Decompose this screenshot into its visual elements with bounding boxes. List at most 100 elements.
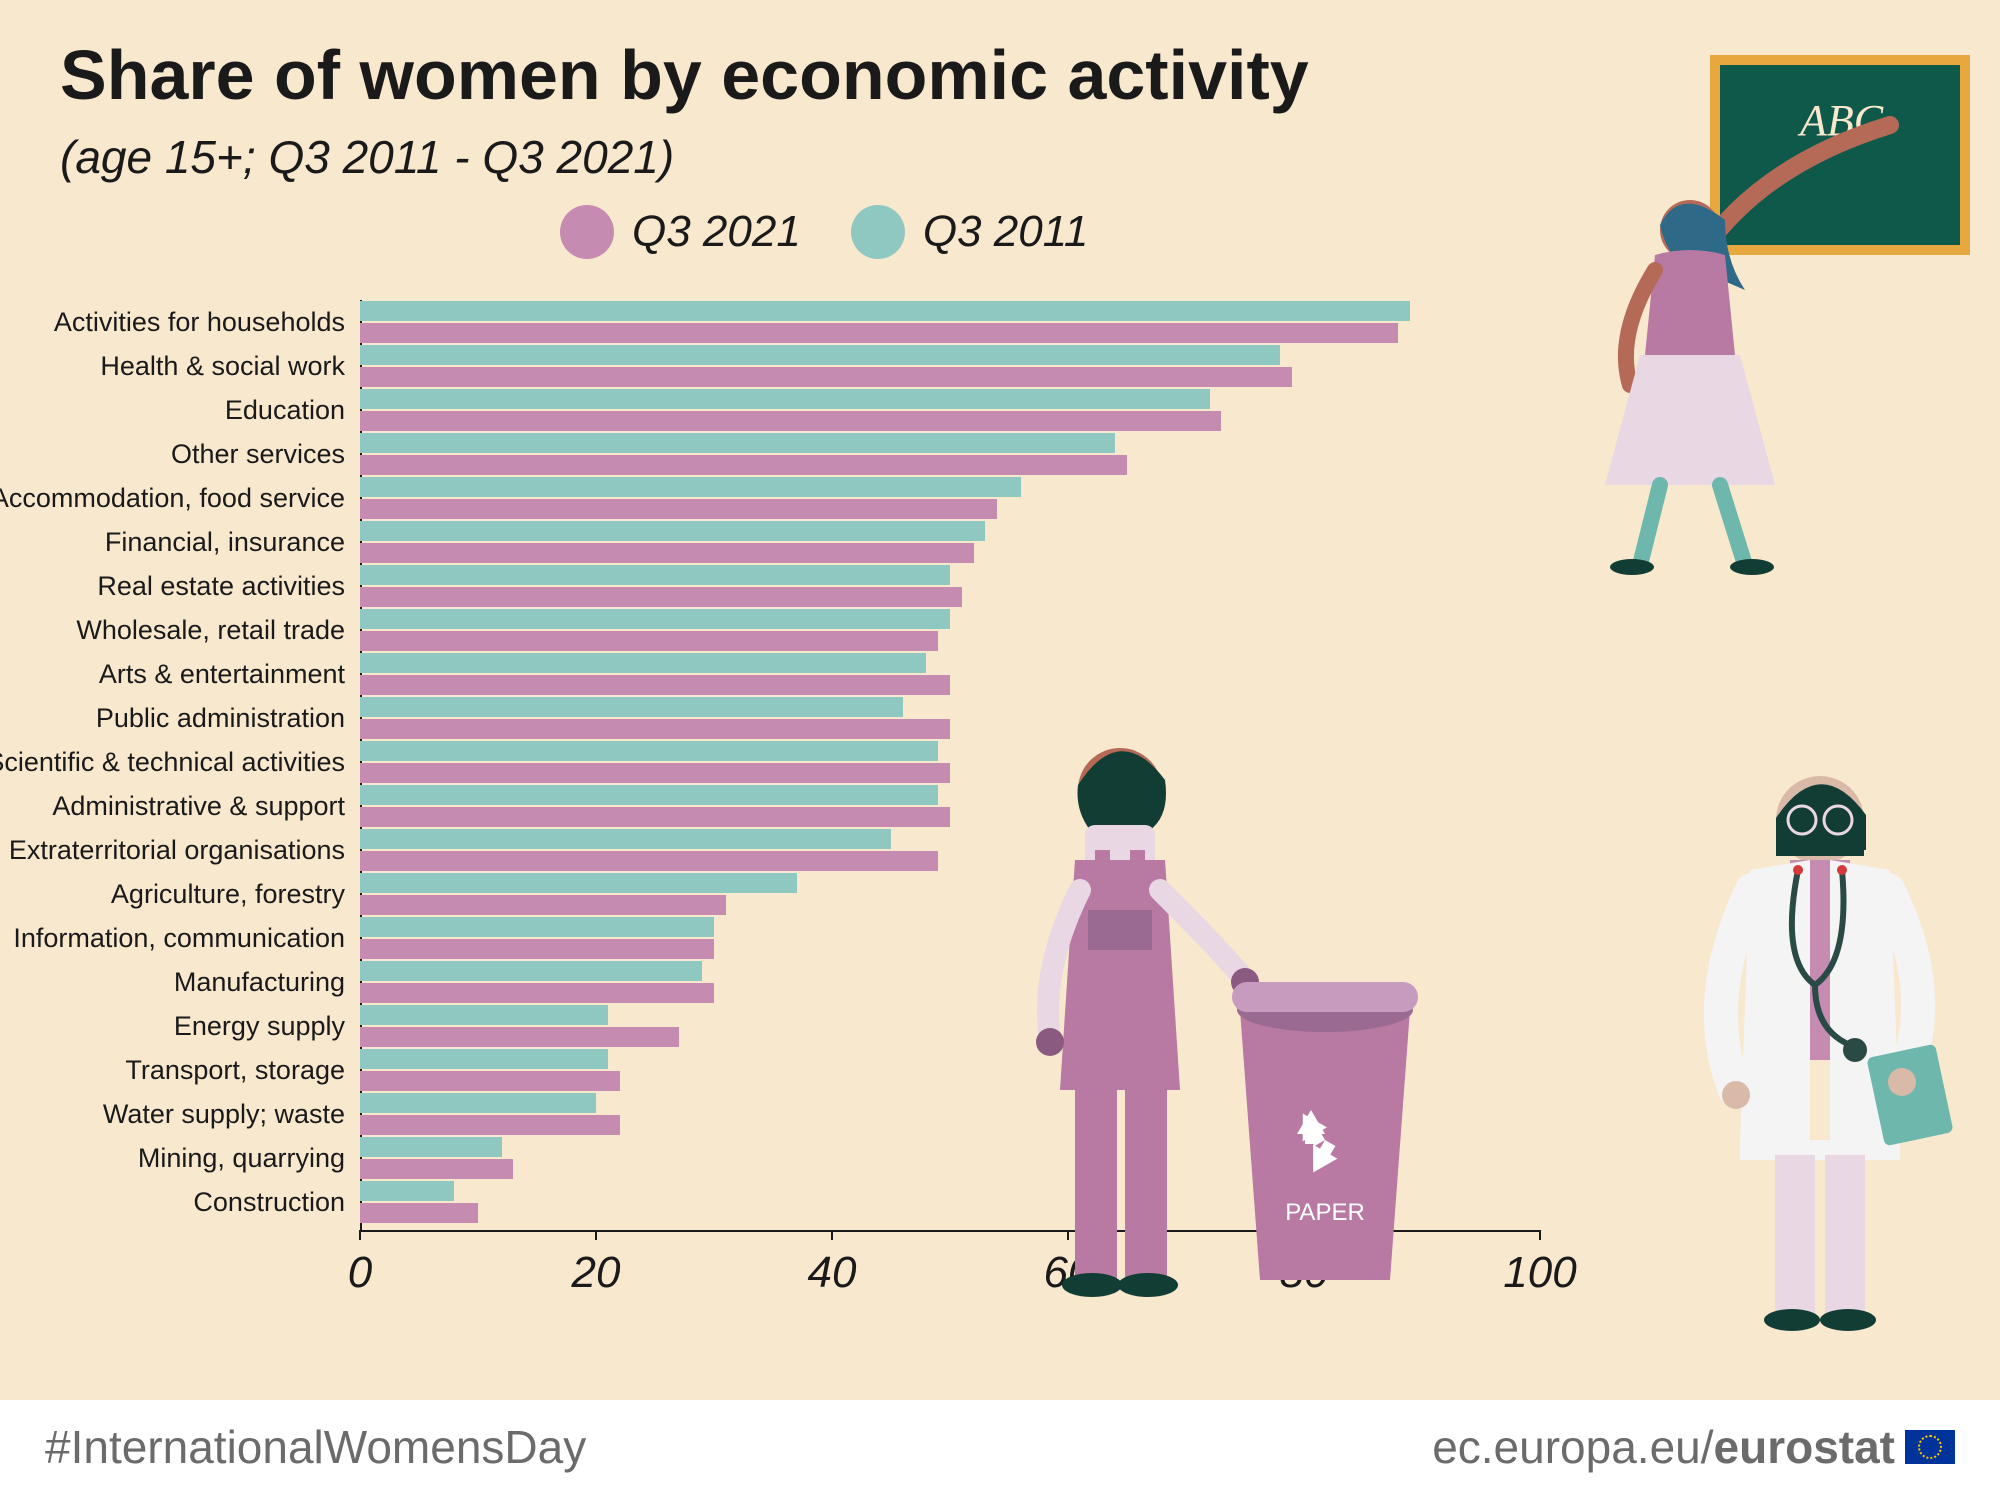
- category-label: Water supply; waste: [103, 1099, 345, 1130]
- legend: Q3 2021 Q3 2011: [560, 205, 1088, 259]
- bar-group: [360, 652, 1540, 696]
- x-tick-mark: [831, 1230, 833, 1240]
- bar-q3-2011: [360, 389, 1210, 409]
- bar-q3-2011: [360, 829, 891, 849]
- category-label: Arts & entertainment: [99, 659, 345, 690]
- bar-q3-2011: [360, 873, 797, 893]
- chart-row: Arts & entertainment: [60, 652, 1540, 696]
- category-label: Real estate activities: [97, 571, 345, 602]
- bar-q3-2011: [360, 609, 950, 629]
- bar-group: [360, 520, 1540, 564]
- chart-title: Share of women by economic activity: [60, 35, 1309, 115]
- bar-q3-2021: [360, 807, 950, 827]
- bar-q3-2011: [360, 1049, 608, 1069]
- bar-q3-2011: [360, 477, 1021, 497]
- bar-q3-2021: [360, 983, 714, 1003]
- x-tick-label: 20: [572, 1248, 621, 1298]
- chart-row: Wholesale, retail trade: [60, 608, 1540, 652]
- bar-q3-2011: [360, 433, 1115, 453]
- category-label: Education: [225, 395, 345, 426]
- bar-group: [360, 608, 1540, 652]
- bar-q3-2021: [360, 1027, 679, 1047]
- chart-row: Financial, insurance: [60, 520, 1540, 564]
- bar-q3-2021: [360, 1115, 620, 1135]
- category-label: Wholesale, retail trade: [76, 615, 345, 646]
- category-label: Energy supply: [174, 1011, 345, 1042]
- bar-q3-2021: [360, 763, 950, 783]
- bar-q3-2021: [360, 1071, 620, 1091]
- legend-item: Q3 2011: [851, 205, 1089, 259]
- doctor-illustration: [1680, 760, 1980, 1340]
- category-label: Financial, insurance: [105, 527, 345, 558]
- legend-swatch: [560, 205, 614, 259]
- category-label: Other services: [171, 439, 345, 470]
- bin-label: PAPER: [1285, 1199, 1365, 1226]
- bar-q3-2021: [360, 367, 1292, 387]
- bar-q3-2021: [360, 851, 938, 871]
- bar-q3-2021: [360, 1203, 478, 1223]
- bar-q3-2021: [360, 543, 974, 563]
- source-bold: eurostat: [1714, 1421, 1895, 1473]
- category-label: Activities for households: [54, 307, 345, 338]
- bar-q3-2011: [360, 301, 1410, 321]
- chart-row: Other services: [60, 432, 1540, 476]
- category-label: Mining, quarrying: [138, 1143, 345, 1174]
- bar-q3-2021: [360, 587, 962, 607]
- bar-q3-2021: [360, 499, 997, 519]
- bar-q3-2021: [360, 323, 1398, 343]
- category-label: Transport, storage: [125, 1055, 345, 1086]
- bar-q3-2021: [360, 939, 714, 959]
- bar-q3-2011: [360, 1005, 608, 1025]
- bar-q3-2011: [360, 345, 1280, 365]
- bar-q3-2011: [360, 917, 714, 937]
- x-tick-label: 0: [348, 1248, 372, 1298]
- category-label: Manufacturing: [174, 967, 345, 998]
- bar-q3-2011: [360, 1137, 502, 1157]
- category-label: Accommodation, food service: [0, 483, 345, 514]
- bar-q3-2021: [360, 411, 1221, 431]
- chart-row: Education: [60, 388, 1540, 432]
- bar-group: [360, 300, 1540, 344]
- legend-swatch: [851, 205, 905, 259]
- bar-group: [360, 388, 1540, 432]
- bar-group: [360, 476, 1540, 520]
- category-label: Administrative & support: [52, 791, 345, 822]
- x-tick-mark: [595, 1230, 597, 1240]
- chart-row: Activities for households: [60, 300, 1540, 344]
- bar-q3-2021: [360, 631, 938, 651]
- x-tick-mark: [359, 1230, 361, 1240]
- source-credit: ec.europa.eu/eurostat: [1432, 1420, 1955, 1474]
- bar-group: [360, 344, 1540, 388]
- x-tick-label: 100: [1503, 1248, 1576, 1298]
- bar-group: [360, 432, 1540, 476]
- bar-group: [360, 564, 1540, 608]
- bar-q3-2021: [360, 719, 950, 739]
- bar-q3-2011: [360, 653, 926, 673]
- legend-item: Q3 2021: [560, 205, 801, 259]
- bar-q3-2011: [360, 521, 985, 541]
- source-prefix: ec.europa.eu/: [1432, 1421, 1713, 1473]
- category-label: Scientific & technical activities: [0, 747, 345, 778]
- bar-q3-2021: [360, 1159, 513, 1179]
- bar-q3-2021: [360, 675, 950, 695]
- category-label: Information, communication: [13, 923, 345, 954]
- category-label: Construction: [193, 1187, 345, 1218]
- chart-row: Health & social work: [60, 344, 1540, 388]
- bar-q3-2011: [360, 1093, 596, 1113]
- eu-flag-icon: [1905, 1430, 1955, 1464]
- bar-q3-2011: [360, 697, 903, 717]
- hashtag: #InternationalWomensDay: [45, 1420, 586, 1474]
- recycler-illustration: PAPER: [1010, 720, 1430, 1320]
- legend-label: Q3 2011: [923, 207, 1089, 257]
- bar-q3-2021: [360, 455, 1127, 475]
- bar-q3-2011: [360, 741, 938, 761]
- footer: #InternationalWomensDay ec.europa.eu/eur…: [0, 1400, 2000, 1493]
- bar-q3-2011: [360, 565, 950, 585]
- category-label: Public administration: [96, 703, 345, 734]
- x-tick-mark: [1539, 1230, 1541, 1240]
- bar-q3-2011: [360, 961, 702, 981]
- category-label: Extraterritorial organisations: [9, 835, 345, 866]
- teacher-illustration: ABC: [1560, 55, 1980, 575]
- x-tick-label: 40: [808, 1248, 857, 1298]
- bar-q3-2011: [360, 785, 938, 805]
